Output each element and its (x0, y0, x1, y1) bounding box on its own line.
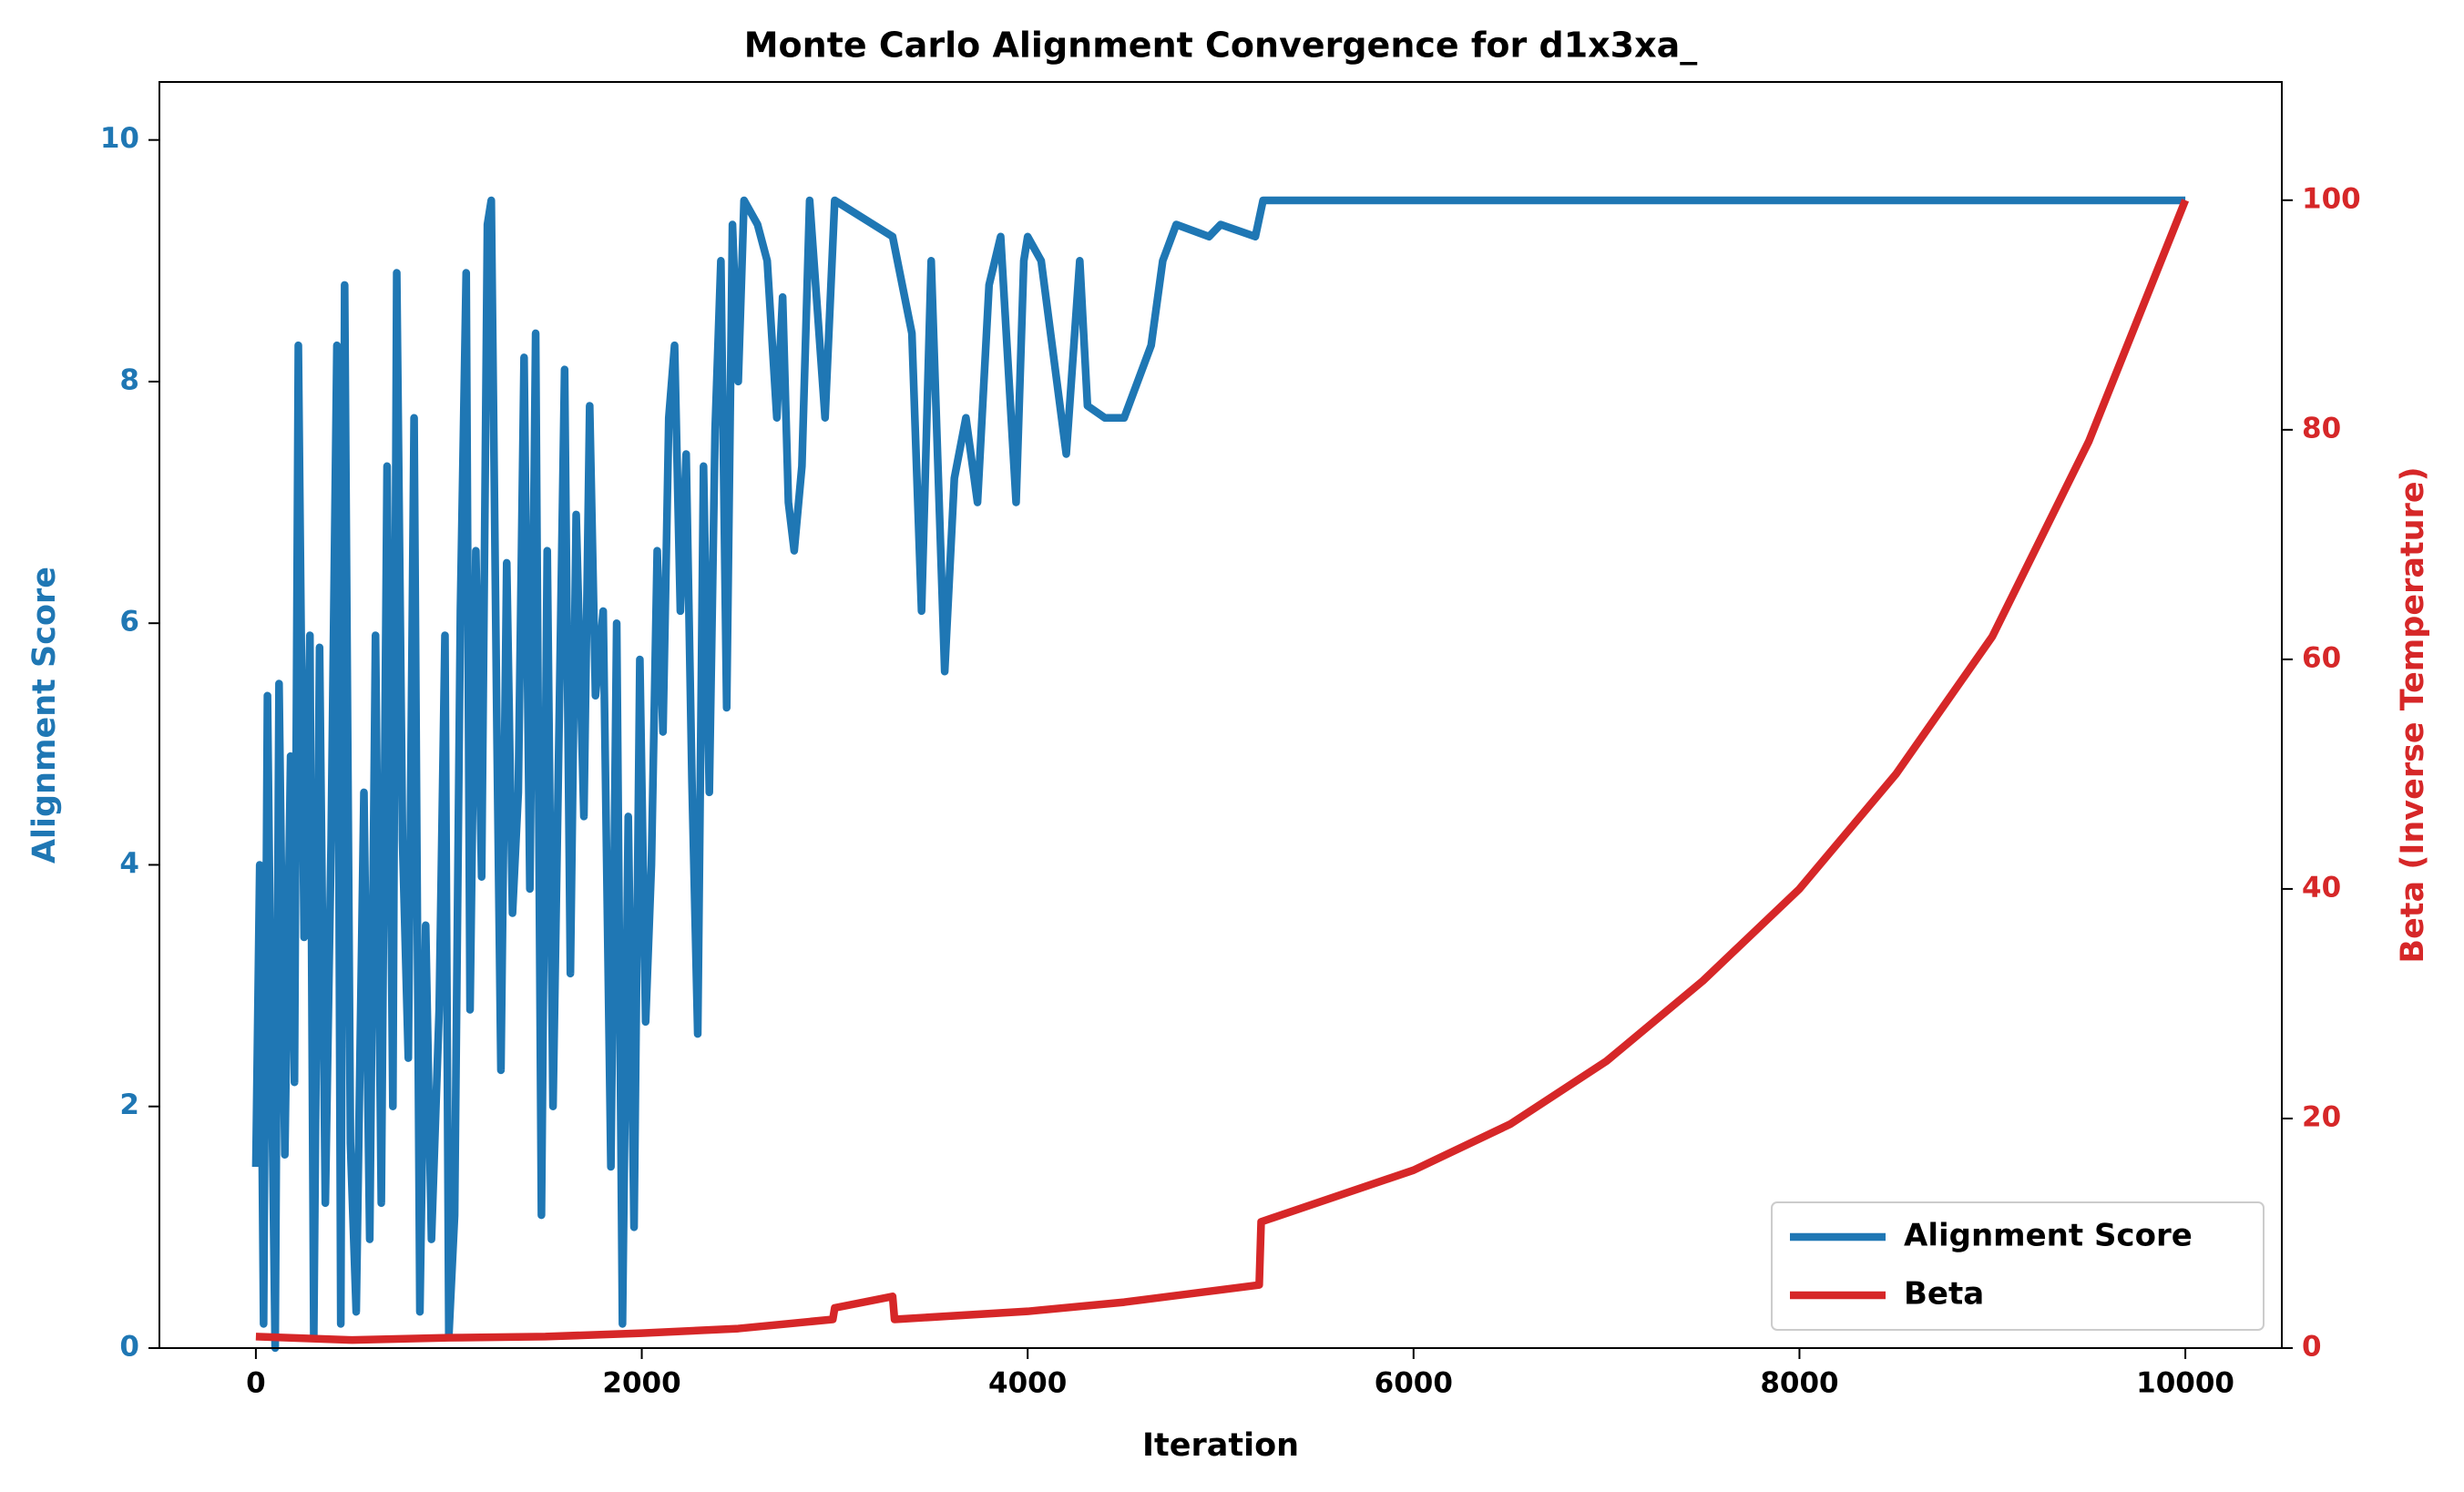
legend-label: Alignment Score (1904, 1218, 2193, 1254)
legend-box (1771, 1201, 2265, 1331)
y-tick-label: 8 (119, 363, 139, 396)
x-tick-label: 4000 (988, 1367, 1067, 1400)
x-tick-label: 6000 (1375, 1367, 1453, 1400)
y2-axis-label: Beta (Inverse Temperature) (2395, 466, 2431, 963)
y2-tick-label: 20 (2302, 1100, 2341, 1133)
x-tick-label: 10000 (2136, 1367, 2234, 1400)
y2-tick-label: 80 (2302, 412, 2341, 445)
y-tick-label: 6 (119, 606, 139, 639)
legend-label: Beta (1904, 1276, 1984, 1313)
y2-tick-label: 100 (2302, 182, 2361, 215)
x-axis-label: Iteration (1142, 1427, 1299, 1464)
y-axis-label: Alignment Score (26, 567, 63, 864)
y2-tick-label: 0 (2302, 1331, 2322, 1364)
y-tick-label: 0 (119, 1331, 139, 1364)
data-line (251, 196, 2186, 1353)
x-tick-label: 0 (246, 1367, 266, 1400)
chart-title: Monte Carlo Alignment Convergence for d1… (744, 26, 1698, 66)
y-tick-label: 4 (119, 847, 139, 880)
y2-tick-label: 60 (2302, 641, 2341, 674)
data-line (255, 199, 2190, 1344)
y-tick-label: 10 (100, 122, 139, 155)
x-tick-label: 2000 (602, 1367, 680, 1400)
x-tick-label: 8000 (1760, 1367, 1838, 1400)
y2-tick-label: 40 (2302, 871, 2341, 904)
plot-frame (158, 81, 2283, 1349)
y-tick-label: 2 (119, 1088, 139, 1121)
